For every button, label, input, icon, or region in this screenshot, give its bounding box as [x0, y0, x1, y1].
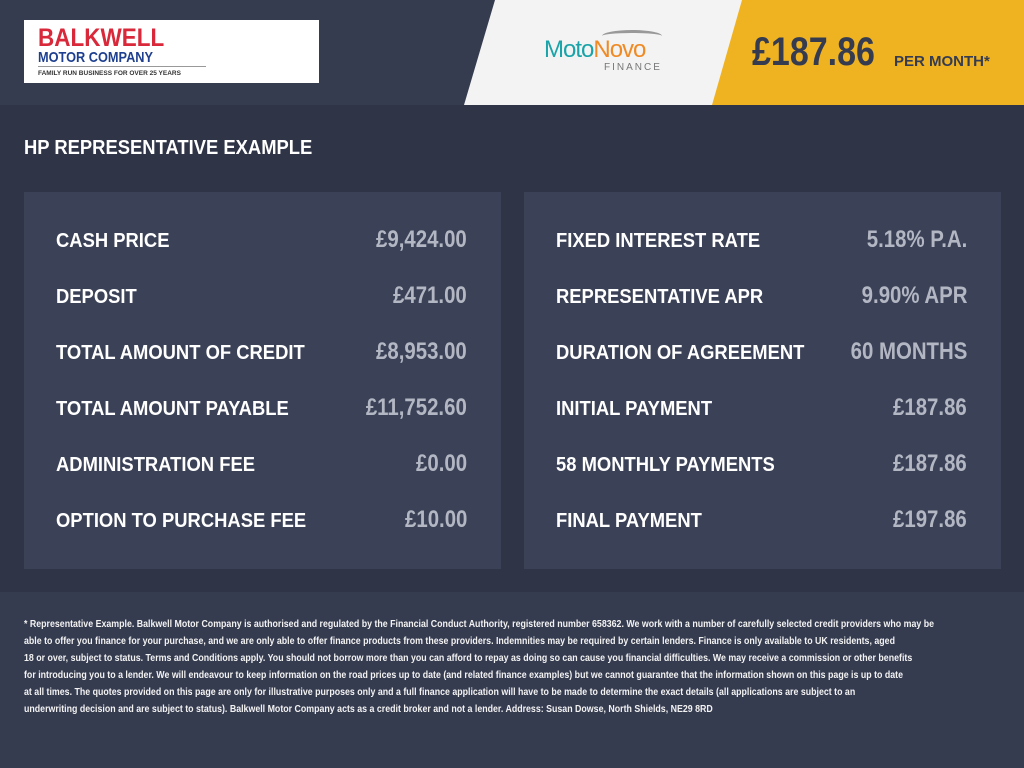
finance-panel-right: FIXED INTEREST RATE 5.18% P.A. REPRESENTA… [524, 192, 1001, 569]
row-value: £471.00 [393, 282, 467, 309]
logo-moto: Moto [544, 36, 594, 63]
table-row: DEPOSIT £471.00 [24, 282, 501, 338]
finance-provider-logo: MotoNovo FINANCE [464, 0, 764, 105]
table-row: FINAL PAYMENT £197.86 [524, 506, 1001, 562]
disclaimer-line: 18 or over, subject to status. Terms and… [24, 652, 913, 664]
logo-novo: Novo [593, 36, 646, 63]
logo-tagline: FAMILY RUN BUSINESS FOR OVER 25 YEARS [38, 70, 181, 77]
per-month-label: PER MONTH* [894, 53, 990, 70]
row-value: 5.18% P.A. [866, 226, 967, 253]
row-label: OPTION TO PURCHASE FEE [56, 510, 307, 532]
row-label: 58 MONTHLY PAYMENTS [556, 454, 775, 476]
row-label: TOTAL AMOUNT OF CREDIT [56, 342, 305, 364]
disclaimer-line: able to offer you finance for your purch… [24, 635, 895, 647]
row-value: 9.90% APR [861, 282, 967, 309]
row-label: FIXED INTEREST RATE [556, 230, 761, 252]
row-value: £187.86 [893, 450, 967, 477]
monthly-price: £187.86 [752, 30, 875, 74]
disclaimer-line: underwriting decision and are subject to… [24, 703, 713, 715]
row-value: £10.00 [404, 506, 467, 533]
row-value: £187.86 [893, 394, 967, 421]
disclaimer-line: for introducing you to a lender. We will… [24, 669, 904, 681]
disclaimer-line: at all times. The quotes provided on thi… [24, 686, 856, 698]
table-row: REPRESENTATIVE APR 9.90% APR [524, 282, 1001, 338]
row-label: FINAL PAYMENT [556, 510, 702, 532]
table-row: OPTION TO PURCHASE FEE £10.00 [24, 506, 501, 562]
logo-finance: FINANCE [604, 62, 662, 73]
table-row: DURATION OF AGREEMENT 60 MONTHS [524, 338, 1001, 394]
finance-panel-left: CASH PRICE £9,424.00 DEPOSIT £471.00 TOTAL… [24, 192, 501, 569]
dealer-logo: BALKWELL MOTOR COMPANY FAMILY RUN BUSINE… [24, 20, 319, 83]
row-label: DURATION OF AGREEMENT [556, 342, 805, 364]
section-title: HP REPRESENTATIVE EXAMPLE [24, 137, 313, 159]
table-row: 58 MONTHLY PAYMENTS £187.86 [524, 450, 1001, 506]
monthly-price-banner: £187.86 PER MONTH* [712, 0, 1024, 105]
table-row: INITIAL PAYMENT £187.86 [524, 394, 1001, 450]
row-label: DEPOSIT [56, 286, 137, 308]
logo-line2: MOTOR COMPANY [38, 49, 153, 66]
table-row: TOTAL AMOUNT OF CREDIT £8,953.00 [24, 338, 501, 394]
logo-divider [38, 66, 206, 67]
row-label: ADMINISTRATION FEE [56, 454, 255, 476]
row-label: INITIAL PAYMENT [556, 398, 713, 420]
table-row: CASH PRICE £9,424.00 [24, 226, 501, 282]
row-value: £197.86 [893, 506, 967, 533]
row-value: £0.00 [415, 450, 467, 477]
car-swoosh-icon [602, 30, 662, 42]
row-label: TOTAL AMOUNT PAYABLE [56, 398, 289, 420]
table-row: FIXED INTEREST RATE 5.18% P.A. [524, 226, 1001, 282]
row-value: 60 MONTHS [850, 338, 967, 365]
logo-line1: BALKWELL [38, 24, 165, 52]
row-label: CASH PRICE [56, 230, 170, 252]
row-value: £9,424.00 [376, 226, 467, 253]
row-value: £8,953.00 [376, 338, 467, 365]
header: BALKWELL MOTOR COMPANY FAMILY RUN BUSINE… [0, 0, 1024, 105]
table-row: ADMINISTRATION FEE £0.00 [24, 450, 501, 506]
row-label: REPRESENTATIVE APR [556, 286, 764, 308]
row-value: £11,752.60 [366, 394, 467, 421]
disclaimer-line: * Representative Example. Balkwell Motor… [24, 618, 935, 630]
disclaimer: * Representative Example. Balkwell Motor… [0, 592, 1024, 768]
table-row: TOTAL AMOUNT PAYABLE £11,752.60 [24, 394, 501, 450]
